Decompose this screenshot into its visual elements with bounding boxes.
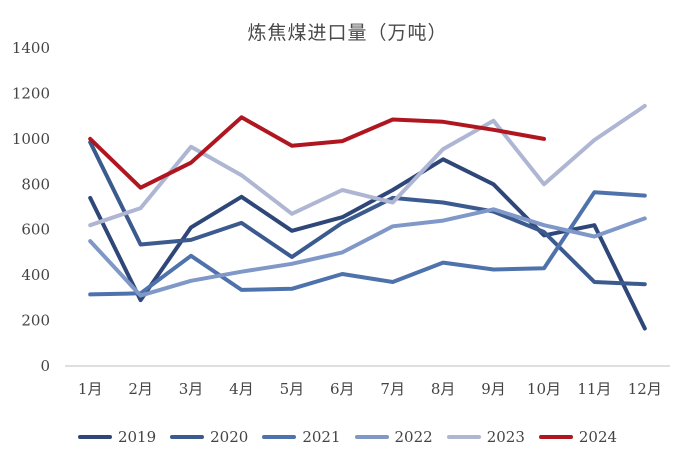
- legend-item-2019: 2019: [77, 428, 157, 446]
- x-tick-label: 5月: [280, 380, 305, 398]
- y-tick-label: 400: [21, 266, 50, 284]
- y-tick-label: 200: [21, 312, 50, 330]
- x-tick-label: 3月: [179, 380, 204, 398]
- series-line-2020: [88, 140, 647, 287]
- legend-label: 2021: [302, 428, 341, 446]
- x-tick-label: 7月: [380, 380, 405, 398]
- y-tick-label: 1400: [12, 39, 50, 57]
- x-tick-label: 4月: [229, 380, 254, 398]
- legend-item-2022: 2022: [354, 428, 433, 446]
- x-tick-label: 11月: [577, 380, 611, 398]
- x-tick-label: 12月: [628, 380, 662, 398]
- legend-item-2024: 2024: [538, 428, 618, 446]
- series-line-2023: [88, 103, 647, 228]
- y-tick-label: 1000: [12, 130, 50, 148]
- legend-label: 2023: [486, 428, 525, 446]
- legend-label: 2022: [394, 428, 433, 446]
- y-tick-label: 0: [40, 357, 50, 375]
- legend-swatch: [170, 435, 205, 439]
- legend-swatch: [354, 435, 389, 439]
- x-tick-label: 8月: [431, 380, 456, 398]
- legend-label: 2020: [210, 428, 249, 446]
- legend-swatch: [262, 435, 297, 439]
- x-tick-label: 10月: [527, 380, 561, 398]
- y-tick-label: 800: [21, 175, 50, 193]
- legend-item-2021: 2021: [262, 428, 341, 446]
- legend-item-2023: 2023: [446, 428, 525, 446]
- y-tick-label: 600: [21, 221, 50, 239]
- legend-swatch: [538, 435, 573, 439]
- chart-legend: 2019 2020 2021 2022 2023 2024: [0, 428, 695, 446]
- legend-label: 2024: [578, 428, 618, 446]
- x-tick-label: 1月: [78, 380, 103, 398]
- legend-swatch: [77, 435, 112, 439]
- legend-swatch: [446, 435, 481, 439]
- series-line-2021: [88, 190, 647, 297]
- series-line-2024: [88, 115, 546, 190]
- chart-title: 炼焦煤进口量（万吨）: [247, 22, 448, 44]
- series-line-2022: [88, 207, 647, 298]
- y-tick-label: 1200: [12, 84, 50, 102]
- x-tick-label: 6月: [330, 380, 355, 398]
- legend-label: 2019: [117, 428, 157, 446]
- x-tick-label: 2月: [128, 380, 153, 398]
- legend-item-2020: 2020: [170, 428, 248, 446]
- x-tick-label: 9月: [481, 380, 506, 398]
